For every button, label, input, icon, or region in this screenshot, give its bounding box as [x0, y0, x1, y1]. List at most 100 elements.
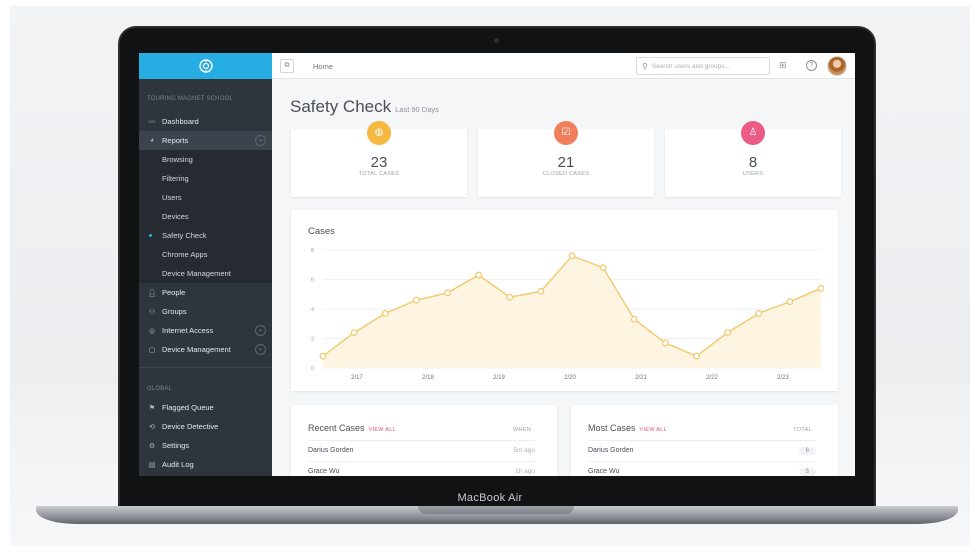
- column-header: WHEN: [512, 427, 531, 433]
- gear-icon: ⚙: [148, 442, 156, 450]
- sidebar-item-label: People: [162, 288, 186, 297]
- data-point: [630, 315, 638, 323]
- table-row[interactable]: Grace Wu 1h ago: [308, 461, 535, 476]
- x-tick-label: 2/22: [706, 375, 718, 381]
- row-name: Darius Gorden: [588, 447, 634, 454]
- data-point: [475, 271, 483, 279]
- window-toggle-icon[interactable]: ⧉: [280, 59, 294, 73]
- page-title: Safety Check Last 90 Days: [290, 97, 439, 117]
- data-point: [599, 264, 607, 272]
- data-point: [661, 339, 669, 347]
- sidebar-item-label: Device Detective: [162, 422, 219, 431]
- y-tick-label: 2: [311, 337, 314, 343]
- sidebar-item-label: Reports: [162, 136, 189, 145]
- data-point: [724, 329, 732, 336]
- sidebar-item-reports[interactable]: ◕ Reports ⌄: [139, 131, 272, 150]
- data-point: [506, 293, 514, 301]
- stat-value: 21: [557, 154, 575, 171]
- breadcrumb[interactable]: Home: [313, 62, 334, 71]
- search-input[interactable]: [651, 62, 762, 70]
- sidebar-item-audit-log[interactable]: ▤ Audit Log: [139, 455, 272, 474]
- sidebar-item-device-detective[interactable]: ⟲ Device Detective: [139, 417, 272, 436]
- y-tick-label: 0: [311, 366, 314, 372]
- stat-label: CLOSED CASES: [542, 171, 590, 177]
- sidebar-item-devices[interactable]: Devices: [139, 207, 272, 226]
- sidebar-item-device-management[interactable]: ▢ Device Management ⌄: [139, 340, 272, 359]
- section-global: GLOBAL: [139, 367, 272, 398]
- user-icon: ♙: [741, 121, 765, 145]
- device-icon: ▢: [148, 346, 156, 354]
- card-title-text: Most Cases: [588, 423, 636, 433]
- sidebar-item-label: Flagged Queue: [162, 403, 214, 412]
- camera-icon: [494, 38, 499, 43]
- row-total: 6: [798, 446, 816, 455]
- sidebar-item-safety-check[interactable]: Safety Check: [139, 226, 272, 245]
- column-header: TOTAL: [793, 427, 812, 433]
- sidebar-item-label: Devices: [162, 212, 189, 221]
- sidebar-item-label: Internet Access: [162, 326, 214, 335]
- sidebar-item-label: Safety Check: [162, 231, 207, 240]
- row-total: 5: [798, 467, 816, 476]
- x-tick-label: 2/23: [777, 375, 789, 381]
- stat-card-users[interactable]: ♙ 8 USERS: [665, 121, 841, 197]
- sidebar-item-filtering[interactable]: Filtering: [139, 169, 272, 188]
- sidebar-item-label: Groups: [162, 307, 187, 316]
- sidebar-item-people[interactable]: 👤︎ People: [139, 283, 272, 302]
- stat-label: TOTAL CASES: [358, 171, 400, 177]
- view-all-link[interactable]: VIEW ALL: [368, 427, 396, 433]
- data-point: [381, 310, 389, 317]
- sidebar-item-flagged-queue[interactable]: ⚑ Flagged Queue: [139, 398, 272, 417]
- data-point: [537, 287, 545, 295]
- y-tick-label: 6: [311, 278, 314, 284]
- data-point: [319, 352, 327, 360]
- y-tick-label: 8: [311, 248, 314, 254]
- chart-title: Cases: [308, 226, 335, 237]
- check-icon: ☑: [554, 121, 578, 145]
- reports-submenu: Browsing Filtering Users Devices Safety …: [139, 150, 272, 283]
- stat-card-total-cases[interactable]: ◍ 23 TOTAL CASES: [291, 121, 467, 197]
- x-tick-label: 2/17: [351, 375, 363, 381]
- sidebar-item-label: Device Management: [162, 269, 231, 278]
- sidebar-item-browsing[interactable]: Browsing: [139, 150, 272, 169]
- data-point: [817, 284, 825, 292]
- chevron-down-icon[interactable]: ⌄: [255, 325, 266, 336]
- logo[interactable]: [139, 53, 272, 79]
- x-tick-label: 2/21: [635, 375, 647, 381]
- row-when: 5m ago: [513, 447, 535, 454]
- apps-grid-icon[interactable]: ⊞: [779, 60, 787, 70]
- chevron-down-icon[interactable]: ⌄: [255, 135, 266, 146]
- sidebar-item-users[interactable]: Users: [139, 188, 272, 207]
- view-all-link[interactable]: VIEW ALL: [639, 427, 667, 433]
- table-row[interactable]: Darius Gorden 6: [588, 440, 816, 460]
- laptop-notch: [418, 506, 574, 514]
- table-row[interactable]: Darius Gorden 5m ago: [308, 440, 535, 460]
- globe-icon: ◍: [367, 121, 391, 145]
- top-bar: ⧉ Home ⚲ ⊞ ?: [272, 53, 855, 79]
- help-icon[interactable]: ?: [806, 60, 817, 71]
- stat-card-closed-cases[interactable]: ☑ 21 CLOSED CASES: [478, 121, 654, 197]
- table-row[interactable]: Grace Wu 5: [588, 461, 816, 476]
- card-title: Most Cases VIEW ALL: [588, 423, 667, 433]
- log-icon: ▤: [148, 461, 156, 469]
- stat-value: 8: [748, 154, 758, 171]
- sidebar-item-label: Audit Log: [162, 460, 194, 469]
- sidebar-item-device-management-report[interactable]: Device Management: [139, 264, 272, 283]
- data-point: [350, 329, 358, 336]
- chevron-down-icon[interactable]: ⌄: [255, 344, 266, 355]
- search-box[interactable]: ⚲: [636, 57, 770, 75]
- app-screen: TOURING MAGNET SCHOOL 〰 Dashboard ◕ Repo…: [139, 53, 855, 476]
- data-point: [444, 289, 451, 297]
- sidebar-item-chrome-apps[interactable]: Chrome Apps: [139, 245, 272, 264]
- avatar[interactable]: [827, 56, 847, 76]
- data-point: [755, 310, 763, 317]
- sidebar-item-groups[interactable]: ⚇ Groups: [139, 302, 272, 321]
- sidebar-item-label: Dashboard: [162, 117, 199, 126]
- sidebar-item-label: Browsing: [162, 155, 193, 164]
- x-tick-label: 2/18: [422, 375, 434, 381]
- sidebar-item-internet-access[interactable]: ◎ Internet Access ⌄: [139, 321, 272, 340]
- sidebar-item-dashboard[interactable]: 〰 Dashboard: [139, 112, 272, 131]
- sidebar-item-settings[interactable]: ⚙ Settings: [139, 436, 272, 455]
- pie-chart-icon: ◕: [149, 137, 155, 144]
- laptop-brand: MacBook Air: [457, 492, 523, 504]
- sidebar-item-label: Settings: [162, 441, 190, 450]
